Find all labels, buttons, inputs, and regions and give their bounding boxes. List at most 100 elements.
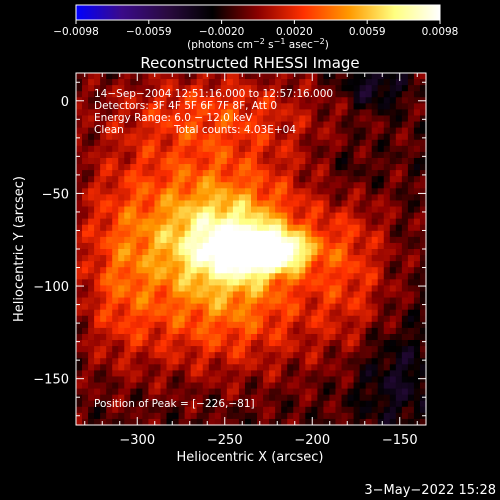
heatmap-cell (82, 297, 89, 305)
heatmap-cell (232, 103, 240, 111)
heatmap-cell (166, 412, 174, 420)
heatmap-cell (118, 79, 125, 86)
heatmap-cell (305, 206, 312, 214)
heatmap-cell (88, 303, 95, 311)
heatmap-cell (335, 418, 343, 426)
heatmap-cell (76, 115, 83, 123)
heatmap-cell (353, 249, 361, 256)
heatmap-cell (202, 145, 210, 153)
heatmap-cell (257, 151, 264, 159)
heatmap-cell (395, 139, 403, 147)
annotation-total-counts: Total counts: 4.03E+04 (173, 124, 296, 136)
heatmap-cell (419, 346, 427, 353)
heatmap-cell (251, 400, 258, 408)
heatmap-cell (341, 255, 349, 262)
heatmap-cell (341, 194, 349, 202)
heatmap-cell (100, 309, 107, 317)
heatmap-cell (118, 121, 125, 129)
heatmap-cell (365, 73, 373, 80)
heatmap-cell (94, 121, 101, 129)
heatmap-cell (178, 85, 186, 92)
heatmap-cell (401, 139, 409, 147)
heatmap-cell (377, 79, 385, 86)
heatmap-cell (383, 182, 391, 189)
heatmap-cell (196, 97, 204, 104)
colorbar-tick-label: −0.0059 (126, 26, 172, 38)
heatmap-cell (202, 376, 210, 384)
heatmap-cell (371, 388, 379, 396)
heatmap-cell (377, 261, 385, 268)
heatmap-cell (365, 109, 373, 117)
heatmap-cell (214, 315, 222, 323)
heatmap-cell (226, 358, 234, 365)
heatmap-cell (166, 194, 174, 202)
heatmap-cell (365, 418, 373, 426)
heatmap-cell (287, 364, 294, 371)
heatmap-cell (413, 309, 421, 317)
heatmap-cell (305, 109, 312, 117)
heatmap-cell (317, 79, 325, 86)
heatmap-cell (329, 273, 337, 280)
heatmap-cell (311, 315, 318, 323)
heatmap-cell (413, 315, 421, 323)
heatmap-cell (82, 188, 89, 195)
heatmap-cell (82, 352, 89, 359)
heatmap-cell (347, 406, 355, 414)
heatmap-cell (88, 103, 95, 111)
heatmap-cell (118, 364, 125, 371)
heatmap-cell (275, 352, 282, 359)
heatmap-cell (371, 273, 379, 280)
heatmap-cell (395, 267, 403, 274)
heatmap-cell (88, 394, 95, 402)
heatmap-cell (353, 236, 361, 244)
heatmap-cell (112, 267, 119, 274)
heatmap-cell (172, 303, 180, 311)
heatmap-cell (196, 297, 204, 305)
heatmap-cell (311, 103, 318, 111)
heatmap-cell (287, 255, 294, 262)
heatmap-cell (359, 388, 367, 396)
heatmap-cell (208, 157, 216, 165)
heatmap-cell (377, 157, 385, 165)
heatmap-cell (281, 115, 288, 123)
heatmap-cell (275, 315, 282, 323)
heatmap-cell (311, 115, 318, 123)
heatmap-cell (335, 394, 343, 402)
heatmap-cell (178, 218, 186, 226)
heatmap-cell (196, 115, 204, 123)
heatmap-cell (251, 91, 258, 98)
heatmap-cell (94, 297, 101, 305)
heatmap-cell (371, 333, 379, 341)
heatmap-cell (413, 358, 421, 365)
heatmap-cell (202, 267, 210, 274)
heatmap-cell (419, 200, 427, 208)
heatmap-cell (305, 279, 312, 287)
heatmap-cell (413, 103, 421, 111)
heatmap-cell (244, 176, 252, 183)
heatmap-cell (413, 139, 421, 147)
heatmap-cell (419, 164, 427, 171)
heatmap-cell (251, 182, 258, 189)
heatmap-cell (220, 364, 228, 371)
heatmap-cell (130, 133, 137, 141)
heatmap-cell (275, 364, 282, 371)
heatmap-cell (244, 85, 252, 92)
heatmap-cell (317, 333, 325, 341)
heatmap-cell (347, 103, 355, 111)
heatmap-cell (172, 200, 180, 208)
heatmap-cell (76, 176, 83, 183)
heatmap-cell (353, 346, 361, 353)
heatmap-cell (335, 352, 343, 359)
heatmap-cell (359, 327, 367, 335)
heatmap-cell (166, 188, 174, 195)
heatmap-cell (341, 249, 349, 256)
heatmap-cell (377, 340, 385, 347)
heatmap-cell (305, 79, 312, 86)
heatmap-cell (178, 261, 186, 268)
heatmap-cell (317, 133, 325, 141)
heatmap-cell (202, 370, 210, 378)
heatmap-cell (287, 412, 294, 420)
heatmap-cell (287, 236, 294, 244)
heatmap-cell (172, 85, 180, 92)
heatmap-cell (311, 255, 318, 262)
